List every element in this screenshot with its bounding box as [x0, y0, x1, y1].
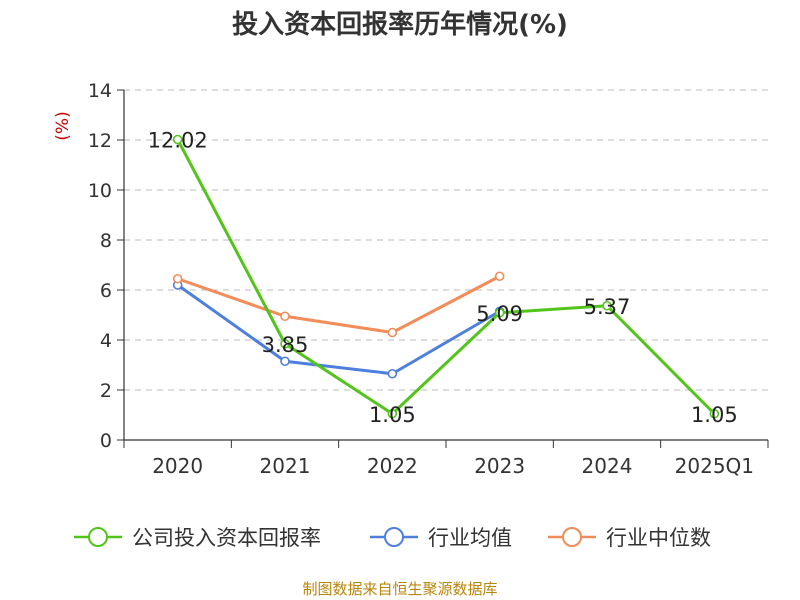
data-point-0 — [602, 300, 612, 311]
legend-label: 行业均值 — [428, 526, 512, 550]
series-lines — [172, 134, 720, 419]
y-tick-label: 6 — [100, 280, 112, 302]
data-point-0 — [387, 408, 398, 419]
y-axis-label: (%) — [53, 111, 73, 140]
data-point-2 — [387, 327, 398, 338]
legend-label: 公司投入资本回报率 — [132, 526, 321, 550]
y-tick-label: 10 — [88, 180, 112, 202]
data-point-1 — [387, 368, 398, 379]
y-tick-label: 12 — [88, 130, 112, 152]
data-label: 3.85 — [262, 333, 309, 357]
data-label: 1.05 — [691, 403, 738, 427]
data-point-0 — [709, 408, 720, 419]
series-line-0 — [176, 138, 716, 416]
data-point-0 — [172, 134, 183, 145]
y-tick-label: 4 — [100, 330, 112, 352]
data-labels: 12.02 3.85 1.05 5.09 5.37 1.05 — [148, 129, 738, 427]
legend-marker-0 — [88, 527, 108, 547]
legend-label: 行业中位数 — [606, 526, 711, 550]
x-tick-label: 2020 — [152, 454, 203, 478]
data-point-2 — [494, 271, 505, 282]
series-line-2 — [177, 274, 501, 334]
data-label: 5.37 — [584, 295, 631, 319]
data-point-2 — [280, 311, 290, 322]
x-tick-label: 2023 — [474, 454, 525, 478]
legend: 公司投入资本回报率 行业均值 行业中位数 — [74, 526, 711, 550]
data-point-0 — [494, 307, 505, 318]
x-tick-label: 2024 — [582, 454, 633, 478]
data-point-2 — [172, 273, 183, 284]
data-point-1 — [280, 356, 290, 367]
series-line-1 — [176, 283, 501, 376]
x-tick-label: 2025Q1 — [675, 454, 754, 478]
x-tick-label: 2022 — [367, 454, 418, 478]
data-label: 1.05 — [369, 403, 416, 427]
x-tick-label: 2021 — [260, 454, 311, 478]
legend-marker-1 — [384, 527, 404, 547]
data-point-0 — [280, 338, 290, 349]
chart-title: 投入资本回报率历年情况(%) — [232, 10, 568, 40]
y-tick-label: 0 — [100, 430, 112, 452]
source-note: 制图数据来自恒生聚源数据库 — [302, 580, 498, 598]
y-tick-label: 2 — [100, 380, 112, 402]
legend-marker-2 — [562, 527, 582, 547]
data-label: 12.02 — [148, 129, 208, 153]
axes: 0 2 4 6 8 10 12 14 2020 2021 2022 2023 2024 2025Q1 — [88, 80, 769, 478]
y-tick-label: 8 — [100, 230, 112, 252]
data-label: 5.09 — [476, 302, 523, 326]
y-tick-label: 14 — [88, 80, 112, 102]
grid-lines — [124, 89, 768, 391]
